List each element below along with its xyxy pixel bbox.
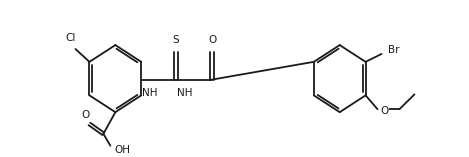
Text: O: O: [81, 110, 90, 120]
Text: Cl: Cl: [65, 33, 76, 43]
Text: OH: OH: [115, 145, 131, 155]
Text: O: O: [208, 35, 216, 45]
Text: S: S: [173, 35, 180, 45]
Text: O: O: [380, 106, 388, 116]
Text: Br: Br: [387, 45, 399, 55]
Text: NH: NH: [143, 89, 158, 98]
Text: NH: NH: [177, 89, 193, 98]
